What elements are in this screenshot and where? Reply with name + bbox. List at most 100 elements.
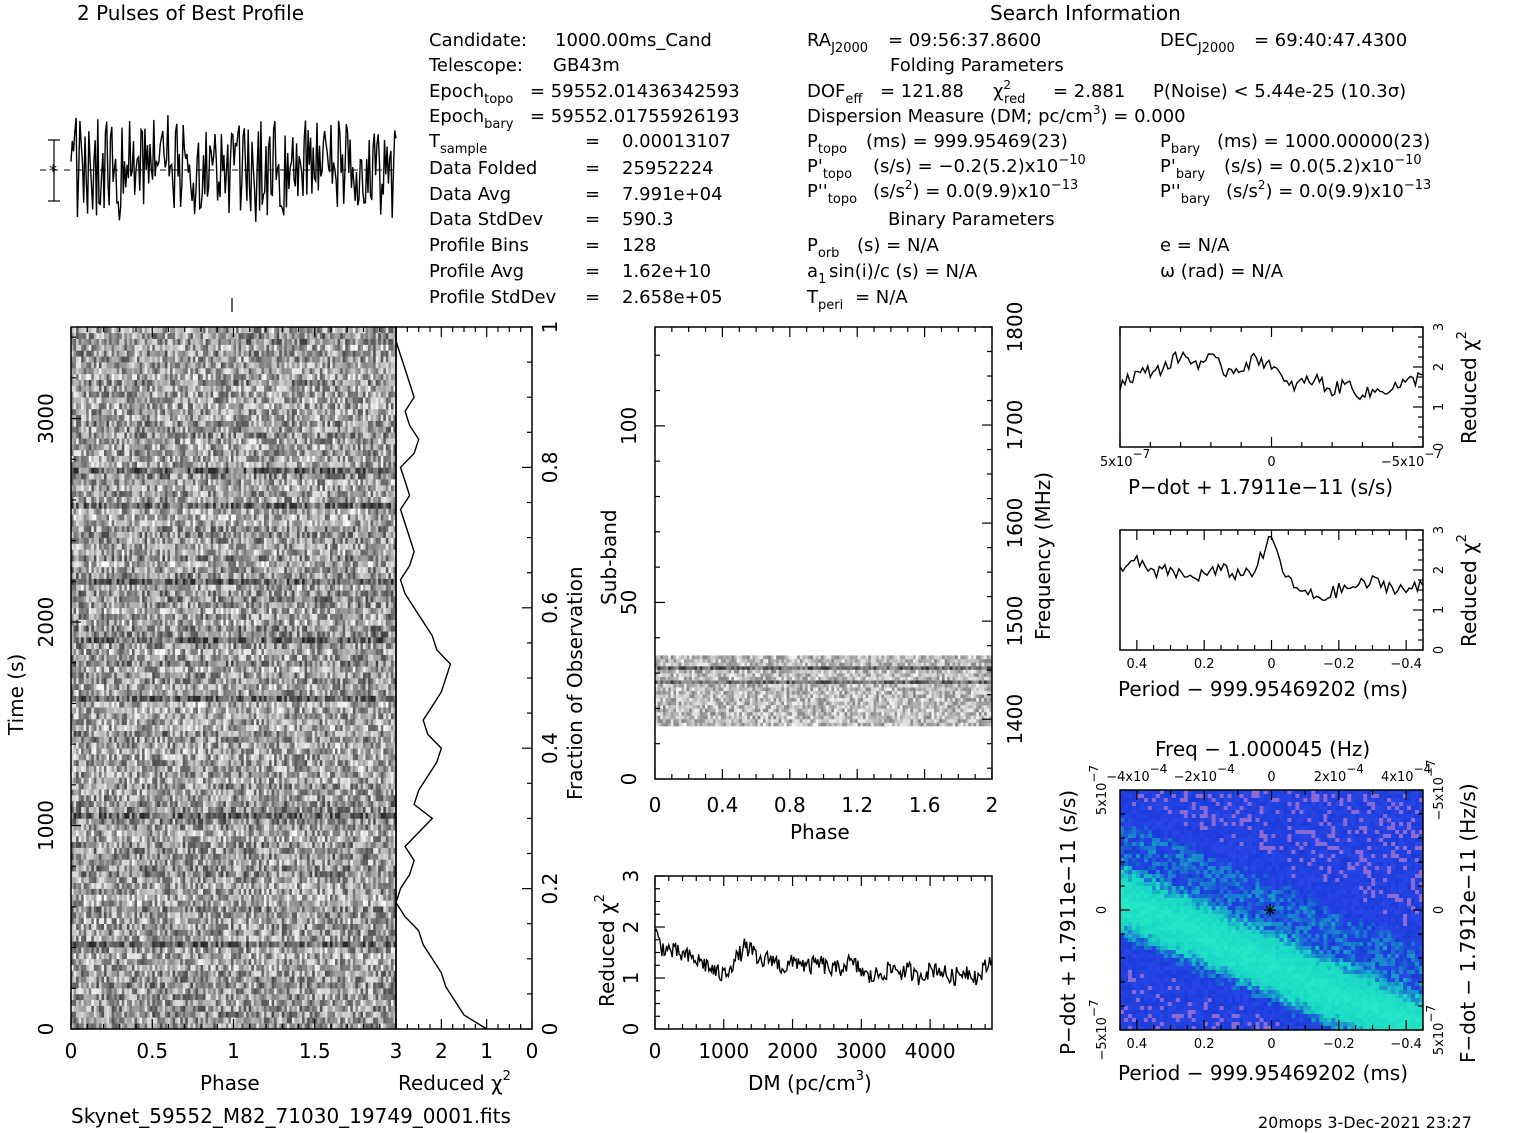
heatmap-cell [144,871,148,878]
heatmap-cell [286,993,290,1001]
heatmap-cell [345,806,349,813]
heatmap-cell [233,993,237,1001]
heatmap-cell [210,917,214,924]
heatmap-cell [375,964,379,971]
heatmap-cell [159,958,163,965]
heatmap-cell [83,923,87,930]
heatmap-cell [294,952,298,960]
heatmap-cell [208,935,211,942]
heatmap-cell [269,900,272,907]
heatmap-cell [78,958,82,965]
heatmap-cell [385,882,389,889]
heatmap-cell [152,865,156,872]
heatmap-cell [291,830,295,837]
heatmap-cell [106,906,110,913]
heatmap-cell [337,853,341,860]
heatmap-cell [317,935,321,942]
heatmap-cell [162,865,166,872]
heatmap-cell [177,1017,181,1024]
heatmap-cell [355,906,359,913]
heatmap-cell [296,818,300,825]
heatmap-cell [200,882,204,889]
heatmap-cell [246,912,250,919]
heatmap-cell [208,929,211,936]
heatmap-cell [274,847,277,854]
heatmap-cell [269,912,272,919]
heatmap-cell [180,917,184,924]
heatmap-cell [269,830,272,837]
heatmap-cell [286,900,290,907]
heatmap-cell [208,906,211,913]
heatmap-cell [86,876,90,884]
heatmap-cell [263,835,267,843]
heatmap-cell [73,865,77,872]
heatmap-cell [307,894,310,901]
heatmap-cell [129,999,133,1006]
heatmap-cell [111,917,115,924]
heatmap-cell [104,1017,107,1024]
heatmap-cell [347,958,351,965]
heatmap-cell [114,1017,117,1024]
heatmap-cell [347,923,351,930]
heatmap-cell [337,859,341,866]
heatmap-cell [126,876,130,884]
heatmap-cell [332,976,336,983]
heatmap-cell [324,888,328,895]
heatmap-cell [142,859,145,866]
heatmap-cell [261,812,265,819]
heatmap-cell [375,988,379,995]
heatmap-cell [126,929,130,936]
heatmap-cell [144,812,148,819]
heatmap-cell [294,912,298,919]
heatmap-cell [378,894,382,901]
heatmap-cell [121,830,125,837]
heatmap-cell [253,929,257,936]
heatmap-cell [182,859,186,866]
heatmap-cell [218,952,222,960]
heatmap-cell [83,964,87,971]
heatmap-cell [129,888,133,895]
heatmap-cell [73,830,77,837]
heatmap-cell [116,818,120,825]
heatmap-cell [180,999,184,1006]
heatmap-cell [291,952,295,960]
heatmap-cell [124,988,128,995]
heatmap-cell [116,1023,120,1029]
heatmap-cell [167,865,171,872]
heatmap-cell [253,917,257,924]
heatmap-cell [302,824,305,831]
heatmap-cell [119,906,123,913]
heatmap-cell [131,1011,135,1018]
heatmap-cell [246,993,250,1001]
heatmap-cell [185,900,189,907]
heatmap-cell [314,999,318,1006]
heatmap-cell [225,894,229,901]
heatmap-cell [93,1023,97,1029]
heatmap-cell [152,835,156,843]
heatmap-cell [332,1005,336,1012]
heatmap-cell [261,952,265,960]
heatmap-cell [218,970,222,977]
heatmap-cell [378,841,382,848]
heatmap-cell [294,865,298,872]
heatmap-cell [340,947,343,954]
heatmap-cell [355,900,359,907]
heatmap-cell [88,988,92,995]
heatmap-cell [362,806,366,813]
heatmap-cell [304,1017,308,1024]
heatmap-cell [362,853,366,860]
heatmap-cell [86,964,90,971]
heatmap-cell [116,941,120,948]
heatmap-cell [281,999,285,1006]
heatmap-cell [71,830,74,837]
heatmap-cell [284,952,288,960]
heatmap-cell [279,970,283,977]
heatmap-cell [241,859,244,866]
heatmap-cell [253,900,257,907]
heatmap-cell [197,906,201,913]
heatmap-cell [281,882,285,889]
heatmap-cell [170,1017,173,1024]
heatmap-cell [279,976,283,983]
heatmap-cell [228,859,232,866]
heatmap-cell [172,876,176,884]
